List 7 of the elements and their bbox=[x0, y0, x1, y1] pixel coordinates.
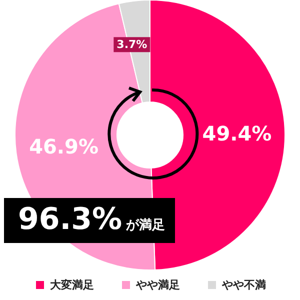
text: 96.3%が満足 bbox=[18, 202, 166, 237]
legend-label: やや満足 bbox=[135, 278, 180, 292]
data-label: 49.4% bbox=[202, 121, 272, 146]
data-label: 3.7% bbox=[116, 38, 148, 52]
legend-label: 大変満足 bbox=[50, 278, 94, 292]
legend-label: やや不満 bbox=[221, 278, 266, 292]
data-label: 46.9% bbox=[29, 134, 98, 159]
